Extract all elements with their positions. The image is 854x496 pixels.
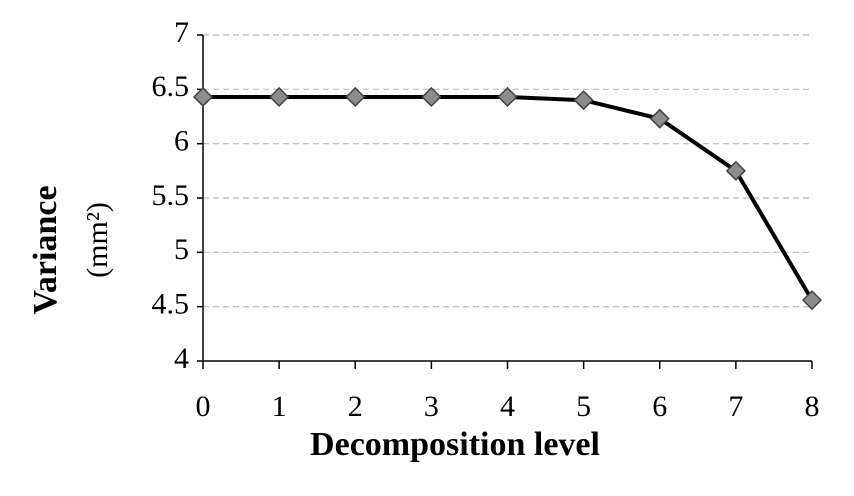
data-point bbox=[345, 86, 366, 108]
y-tick-label: 4 bbox=[174, 342, 189, 375]
x-tick-label: 6 bbox=[652, 390, 667, 423]
x-tick-label: 2 bbox=[348, 390, 363, 423]
x-tick-label: 3 bbox=[424, 390, 439, 423]
data-point bbox=[421, 86, 442, 108]
data-point bbox=[269, 86, 290, 108]
y-axis-label: Variance bbox=[27, 185, 64, 314]
data-point bbox=[725, 160, 746, 181]
data-point bbox=[497, 86, 518, 108]
x-tick-label: 4 bbox=[500, 390, 515, 423]
x-tick-label: 1 bbox=[272, 390, 287, 423]
x-axis-label: Decomposition level bbox=[310, 426, 600, 463]
y-tick-label: 5 bbox=[174, 233, 189, 266]
x-tick-label: 5 bbox=[576, 390, 591, 423]
y-tick-label: 6.5 bbox=[152, 70, 190, 103]
y-tick-label: 7 bbox=[174, 16, 189, 49]
y-axis-unit: (mm²) bbox=[81, 202, 114, 278]
data-point bbox=[649, 108, 670, 129]
x-tick-label: 8 bbox=[805, 390, 820, 423]
data-point bbox=[192, 86, 214, 108]
data-point bbox=[573, 90, 594, 111]
x-tick-label: 0 bbox=[196, 390, 211, 423]
y-tick-label: 5.5 bbox=[152, 179, 190, 212]
x-tick-label: 7 bbox=[728, 390, 743, 423]
data-point bbox=[801, 290, 823, 311]
y-tick-label: 6 bbox=[174, 125, 189, 158]
y-tick-label: 4.5 bbox=[152, 288, 190, 321]
